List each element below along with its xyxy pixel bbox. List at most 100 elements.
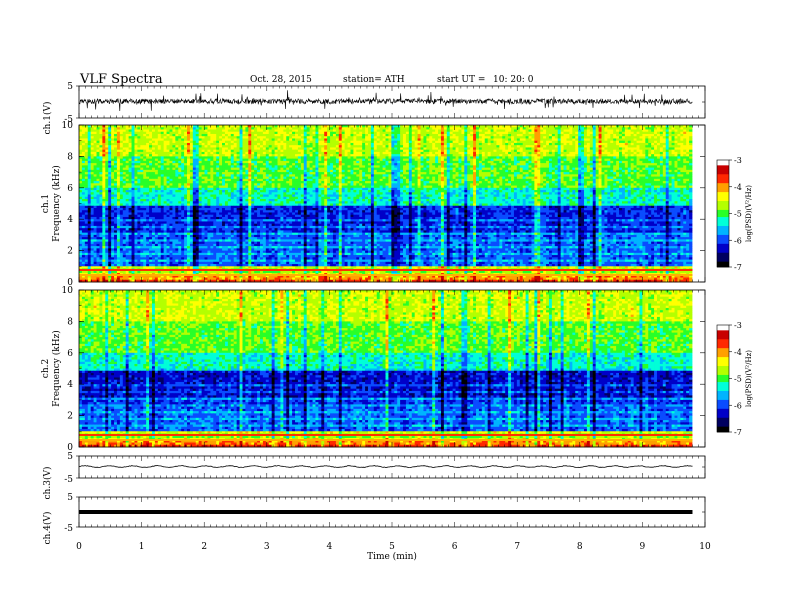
spectrogram-cell xyxy=(324,129,328,133)
spectrogram-cell xyxy=(493,154,497,157)
spectrogram-cell xyxy=(481,163,486,166)
spectrogram-cell xyxy=(309,174,313,177)
spectrogram-cell xyxy=(391,160,395,164)
spectrogram-cell xyxy=(283,165,287,169)
spectrogram-cell xyxy=(286,156,290,160)
spectrogram-cell xyxy=(598,131,602,135)
spectrogram-cell xyxy=(216,158,220,162)
spectrogram-cell xyxy=(324,133,328,137)
spectrogram-cell xyxy=(178,133,182,137)
spectrogram-cell xyxy=(636,129,640,133)
spectrogram-cell xyxy=(581,145,585,148)
spectrogram-cell xyxy=(99,129,103,133)
spectrogram-cell xyxy=(487,169,491,173)
spectrogram-cell xyxy=(192,165,197,169)
spectrogram-cell xyxy=(379,174,383,177)
spectrogram-cell xyxy=(146,145,150,148)
spectrogram-cell xyxy=(111,129,115,133)
spectrogram-cell xyxy=(140,149,144,153)
spectrogram-cell xyxy=(143,169,147,173)
spectrogram-cell xyxy=(548,147,553,151)
spectrogram-cell xyxy=(224,156,229,160)
spectrogram-cell xyxy=(370,136,375,139)
spectrogram-cell xyxy=(280,125,284,128)
spectrogram-cell xyxy=(566,147,570,151)
spectrogram-cell xyxy=(353,136,357,139)
spectrogram-cell xyxy=(382,145,386,148)
spectrogram-cell xyxy=(143,158,147,162)
spectrogram-cell xyxy=(455,156,459,160)
spectrogram-cell xyxy=(350,174,354,177)
spectrogram-cell xyxy=(464,125,468,128)
spectrogram-cell xyxy=(537,131,541,135)
spectrogram-cell xyxy=(423,142,427,146)
spectrogram-cell xyxy=(87,176,92,180)
spectrogram-cell xyxy=(274,136,278,139)
spectrogram-cell xyxy=(613,125,617,128)
spectrogram-cell xyxy=(598,145,602,148)
spectrogram-cell xyxy=(446,131,451,135)
spectrogram-cell xyxy=(233,142,238,146)
spectrogram-cell xyxy=(680,138,684,142)
spectrogram-cell xyxy=(198,174,202,177)
spectrogram-cell xyxy=(654,142,658,146)
spectrogram-cell xyxy=(403,151,407,155)
spectrogram-cell xyxy=(254,165,258,169)
spectrogram-cell xyxy=(303,131,308,135)
spectrogram-cell xyxy=(216,133,220,137)
spectrogram-cell xyxy=(516,129,521,133)
spectrogram-cell xyxy=(96,140,100,144)
spectrogram-cell xyxy=(455,140,459,144)
spectrogram-cell xyxy=(376,172,381,175)
spectrogram-cell xyxy=(189,167,194,171)
spectrogram-cell xyxy=(327,154,331,157)
spectrogram-cell xyxy=(280,140,284,144)
spectrogram-cell xyxy=(175,151,179,155)
spectrogram-cell xyxy=(297,136,302,139)
spectrogram-cell xyxy=(633,140,637,144)
spectrogram-cell xyxy=(84,167,89,171)
spectrogram-cell xyxy=(613,158,617,162)
spectrogram-cell xyxy=(566,129,570,133)
spectrogram-cell xyxy=(475,127,480,130)
spectrogram-cell xyxy=(408,165,413,169)
spectrogram-cell xyxy=(584,169,588,173)
spectrogram-cell xyxy=(531,133,535,137)
spectrogram-cell xyxy=(111,154,115,157)
spectrogram-cell xyxy=(207,151,211,155)
spectrogram-cell xyxy=(511,138,515,142)
spectrogram-cell xyxy=(283,169,287,173)
spectrogram-cell xyxy=(204,145,208,148)
spectrogram-cell xyxy=(114,127,118,130)
spectrogram-cell xyxy=(537,154,541,157)
spectrogram-cell xyxy=(496,163,500,166)
spectrogram-cell xyxy=(350,147,354,151)
spectrogram-cell xyxy=(362,136,366,139)
spectrogram-cell xyxy=(546,142,550,146)
spectrogram-cell xyxy=(166,172,170,175)
spectrogram-cell xyxy=(551,160,556,164)
spectrogram-cell xyxy=(265,174,270,177)
spectrogram-cell xyxy=(219,149,223,153)
spectrogram-cell xyxy=(429,158,433,162)
spectrogram-cell xyxy=(560,169,564,173)
spectrogram-cell xyxy=(295,136,299,139)
spectrogram-cell xyxy=(166,167,170,171)
spectrogram-cell xyxy=(648,156,652,160)
spectrogram-cell xyxy=(443,125,448,128)
spectrogram-cell xyxy=(187,127,191,130)
spectrogram-cell xyxy=(332,125,337,128)
spectrogram-cell xyxy=(636,125,640,128)
spectrogram-cell xyxy=(601,165,605,169)
spectrogram-cell xyxy=(668,131,672,135)
spectrogram-cell xyxy=(648,154,652,157)
spectrogram-cell xyxy=(443,154,448,157)
spectrogram-cell xyxy=(265,131,270,135)
spectrogram-cell xyxy=(140,174,144,177)
spectrogram-cell xyxy=(79,142,83,146)
spectrogram-cell xyxy=(616,133,620,137)
spectrogram-cell xyxy=(151,158,156,162)
spectrogram-cell xyxy=(449,169,454,173)
spectrogram-cell xyxy=(166,165,170,169)
spectrogram-cell xyxy=(350,165,354,169)
